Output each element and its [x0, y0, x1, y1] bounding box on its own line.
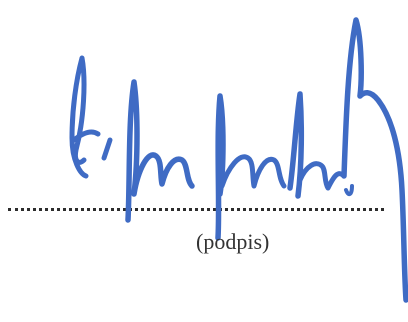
signature-stroke-flourish [341, 17, 408, 303]
signature-stroke-main-1 [125, 79, 195, 223]
signature-caption: (podpis) [196, 229, 270, 254]
signature-stroke-main-2 [219, 154, 287, 189]
signature-stroke-stem-3 [287, 91, 305, 199]
signature-stroke-initial [69, 55, 101, 179]
signature-stroke-main-3 [297, 161, 347, 191]
signature-stroke-stem-2 [215, 93, 226, 241]
signature-stroke-tick [101, 137, 113, 161]
signature-line [8, 208, 384, 211]
signature-stroke-hook [344, 184, 354, 197]
